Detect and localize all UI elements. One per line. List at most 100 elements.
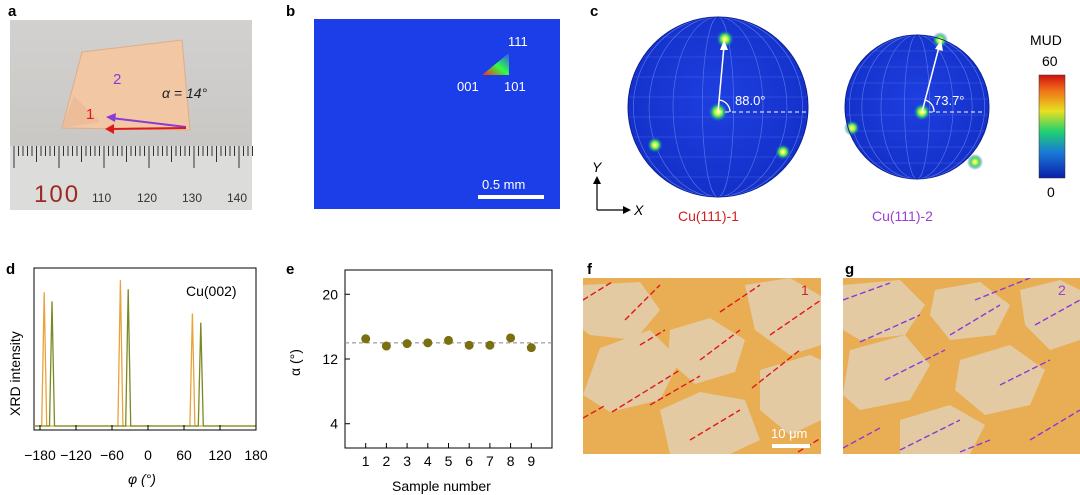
panel-letter-d: d <box>6 261 15 278</box>
domain-edge-line <box>769 299 821 336</box>
panel-letter-c: c <box>590 3 598 20</box>
alpha-plot-frame <box>344 269 553 449</box>
xrd-label: Cu(002) <box>186 283 237 299</box>
panel-letter-e: e <box>286 261 294 278</box>
alpha-point <box>526 343 536 353</box>
pole-name-1: Cu(111)-1 <box>678 208 739 224</box>
ipf-triangle <box>482 53 509 75</box>
angle-arc-2 <box>924 99 935 113</box>
pole-figure-1: 88.0° Cu(111)-1 <box>627 16 809 224</box>
ipf-label-001: 001 <box>457 79 479 94</box>
domain-edge-lines-2 <box>843 278 1080 453</box>
pole-outline-2 <box>844 34 990 180</box>
alpha-xtick-label: 8 <box>507 453 515 469</box>
angle-arc-1 <box>718 99 731 113</box>
xrd-tick-label: 0 <box>144 447 152 463</box>
optical-image-2 <box>843 278 1080 454</box>
colorbar-max: 60 <box>1042 53 1058 69</box>
graphene-domain <box>660 392 760 454</box>
graphene-domain <box>930 282 1010 340</box>
xrd-plot: −180 −120 −60 0 60 120 180 <box>24 280 268 463</box>
panel-letter-a: a <box>8 3 17 20</box>
pole-spot <box>932 32 948 48</box>
domain-edge-line <box>999 359 1051 386</box>
ruler-number-120: 120 <box>137 191 157 205</box>
colorbar-scale <box>1038 74 1066 179</box>
panel-f: f 1 10 μm <box>583 261 821 454</box>
xrd-plot-frame <box>33 267 257 431</box>
alpha-point <box>485 340 495 350</box>
domain-edge-line <box>959 439 991 453</box>
colorbar: MUD 60 0 <box>1030 32 1066 200</box>
graphene-domain <box>843 335 930 410</box>
domain-edge-line <box>699 329 741 361</box>
domain-edge-line <box>884 349 946 381</box>
xrd-tick-label: 120 <box>208 447 232 463</box>
alpha-xtick-label: 1 <box>362 453 370 469</box>
pole-spot <box>716 30 734 48</box>
domain-edge-line <box>843 282 891 301</box>
axis-x-label: X <box>633 202 644 218</box>
alpha-point <box>464 340 474 350</box>
scalebar-label-f: 10 μm <box>771 426 807 441</box>
domain-edge-line <box>624 284 661 321</box>
xrd-tick-label: −120 <box>60 447 92 463</box>
panel-d: d −180 −120 −60 0 60 120 180 Cu(002) XRD inten… <box>6 261 268 487</box>
grid-longitude <box>672 17 764 197</box>
label-1: 1 <box>86 106 94 123</box>
domain-edge-line <box>611 369 681 413</box>
scalebar-b <box>478 195 544 199</box>
ruler-number-140: 140 <box>227 191 247 205</box>
domain-edge-line <box>899 419 961 451</box>
alpha-xtick-label: 2 <box>383 453 391 469</box>
grid-longitude <box>648 17 788 197</box>
ebsd-map <box>314 19 560 209</box>
panel-a: a 2 1 α = 14° 100 110 120 130 140 <box>8 3 253 210</box>
pole-arrow-1 <box>717 45 725 113</box>
domain-edge-line <box>974 278 1031 301</box>
domain-edge-line <box>751 349 801 389</box>
axis-y-label: Y <box>592 159 603 175</box>
alpha-xtick-label: 9 <box>527 453 535 469</box>
axis-indicator: Y X <box>592 159 644 218</box>
graphene-domain <box>583 282 660 340</box>
graphene-domain <box>583 330 680 412</box>
panel-letter-b: b <box>286 3 295 20</box>
ruler-ticks <box>13 146 253 168</box>
xrd-ylabel: XRD intensity <box>7 331 23 416</box>
ruler <box>10 146 252 210</box>
graphene-domain <box>760 355 821 435</box>
ipf-label-111: 111 <box>508 34 528 49</box>
panel-b: b 111 001 101 0.5 mm <box>286 3 560 209</box>
xrd-xlabel: φ (°) <box>128 471 156 487</box>
image-tag-2: 2 <box>1058 282 1066 298</box>
pole-spot <box>967 154 983 170</box>
alpha-point <box>444 335 453 345</box>
alpha-ytick-label: 4 <box>330 416 338 432</box>
angle-label-2: 73.7° <box>934 93 965 108</box>
arrow-red <box>111 127 187 130</box>
arrow-purple-head <box>106 113 116 122</box>
alpha-xtick-label: 4 <box>424 453 432 469</box>
panel-c: c 88.0° Cu(111)-1 <box>590 3 1066 224</box>
grid-longitude <box>702 17 734 197</box>
colorbar-min: 0 <box>1047 184 1055 200</box>
pole-name-2: Cu(111)-2 <box>872 208 933 224</box>
alpha-point <box>506 333 516 343</box>
xrd-series-2 <box>34 289 256 427</box>
domain-edge-line <box>649 375 701 406</box>
pole-outline-1 <box>627 16 809 198</box>
alpha-ytick-label: 20 <box>322 286 338 302</box>
optical-image-1 <box>583 278 821 454</box>
domain-edge-line <box>639 329 666 346</box>
axis-y-head <box>593 176 601 184</box>
scalebar-f <box>772 444 810 448</box>
alpha-label: α = 14° <box>162 85 208 101</box>
alpha-ylabel: α (°) <box>287 349 303 376</box>
graphene-domain <box>668 318 745 384</box>
pole-spot <box>775 144 791 160</box>
angle-label-1: 88.0° <box>735 93 766 108</box>
